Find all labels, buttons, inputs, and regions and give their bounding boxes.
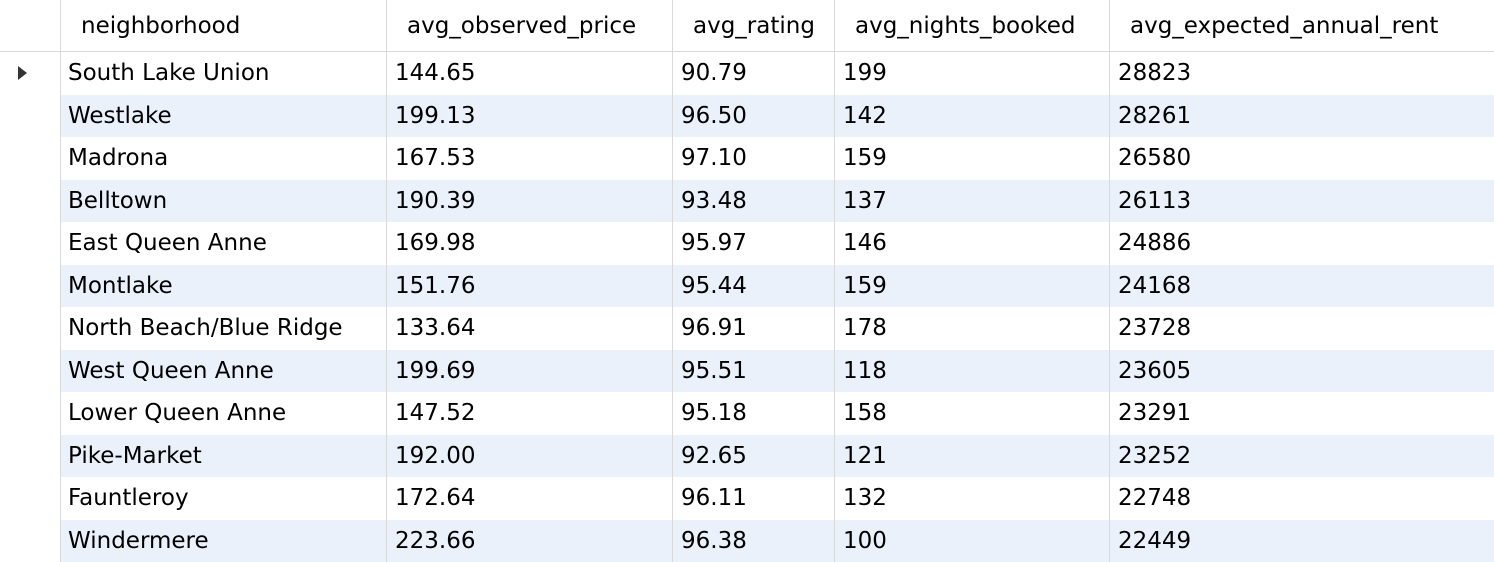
table-row[interactable]: Fauntleroy 172.64 96.11 132 22748 [0, 477, 1494, 520]
table-row[interactable]: Pike-Market 192.00 92.65 121 23252 [0, 435, 1494, 478]
row-selector[interactable] [0, 392, 61, 435]
cell-avg-observed-price[interactable]: 199.13 [387, 95, 673, 138]
cell-avg-observed-price[interactable]: 199.69 [387, 350, 673, 393]
cell-avg-expected-annual-rent[interactable]: 23252 [1110, 435, 1494, 478]
cell-avg-rating[interactable]: 95.44 [673, 265, 835, 308]
header-gutter [0, 0, 61, 51]
table-row[interactable]: Belltown 190.39 93.48 137 26113 [0, 180, 1494, 223]
cell-avg-rating[interactable]: 97.10 [673, 137, 835, 180]
cell-neighborhood[interactable]: East Queen Anne [61, 222, 387, 265]
row-selector[interactable] [0, 180, 61, 223]
grid-rows: South Lake Union 144.65 90.79 199 28823 … [0, 52, 1494, 562]
cell-neighborhood[interactable]: Belltown [61, 180, 387, 223]
cell-avg-rating[interactable]: 92.65 [673, 435, 835, 478]
cell-neighborhood[interactable]: Madrona [61, 137, 387, 180]
table-row[interactable]: Lower Queen Anne 147.52 95.18 158 23291 [0, 392, 1494, 435]
cell-avg-rating[interactable]: 95.97 [673, 222, 835, 265]
cell-avg-nights-booked[interactable]: 132 [835, 477, 1110, 520]
cell-avg-observed-price[interactable]: 169.98 [387, 222, 673, 265]
cell-avg-rating[interactable]: 95.51 [673, 350, 835, 393]
cell-avg-observed-price[interactable]: 172.64 [387, 477, 673, 520]
table-row[interactable]: North Beach/Blue Ridge 133.64 96.91 178 … [0, 307, 1494, 350]
cell-avg-observed-price[interactable]: 144.65 [387, 52, 673, 95]
cell-avg-expected-annual-rent[interactable]: 26113 [1110, 180, 1494, 223]
row-selector[interactable] [0, 477, 61, 520]
cell-neighborhood[interactable]: Lower Queen Anne [61, 392, 387, 435]
table-row[interactable]: South Lake Union 144.65 90.79 199 28823 [0, 52, 1494, 95]
table-row[interactable]: East Queen Anne 169.98 95.97 146 24886 [0, 222, 1494, 265]
table-row[interactable]: Madrona 167.53 97.10 159 26580 [0, 137, 1494, 180]
cell-avg-expected-annual-rent[interactable]: 28823 [1110, 52, 1494, 95]
grid-header: neighborhood avg_observed_price avg_rati… [0, 0, 1494, 52]
column-header-avg-rating[interactable]: avg_rating [673, 0, 835, 51]
cell-avg-nights-booked[interactable]: 118 [835, 350, 1110, 393]
cell-neighborhood[interactable]: Westlake [61, 95, 387, 138]
cell-avg-rating[interactable]: 95.18 [673, 392, 835, 435]
cell-avg-expected-annual-rent[interactable]: 23291 [1110, 392, 1494, 435]
cell-avg-nights-booked[interactable]: 178 [835, 307, 1110, 350]
table-row[interactable]: Westlake 199.13 96.50 142 28261 [0, 95, 1494, 138]
row-selector[interactable] [0, 95, 61, 138]
cell-neighborhood[interactable]: North Beach/Blue Ridge [61, 307, 387, 350]
row-pointer-icon [18, 66, 27, 80]
table-row[interactable]: West Queen Anne 199.69 95.51 118 23605 [0, 350, 1494, 393]
row-selector[interactable] [0, 307, 61, 350]
cell-avg-nights-booked[interactable]: 159 [835, 137, 1110, 180]
cell-avg-nights-booked[interactable]: 199 [835, 52, 1110, 95]
cell-avg-expected-annual-rent[interactable]: 24168 [1110, 265, 1494, 308]
column-header-neighborhood[interactable]: neighborhood [61, 0, 387, 51]
row-selector[interactable] [0, 52, 61, 95]
cell-avg-nights-booked[interactable]: 142 [835, 95, 1110, 138]
cell-neighborhood[interactable]: West Queen Anne [61, 350, 387, 393]
cell-avg-observed-price[interactable]: 133.64 [387, 307, 673, 350]
cell-avg-expected-annual-rent[interactable]: 22748 [1110, 477, 1494, 520]
cell-avg-expected-annual-rent[interactable]: 26580 [1110, 137, 1494, 180]
cell-avg-nights-booked[interactable]: 159 [835, 265, 1110, 308]
column-header-avg-nights-booked[interactable]: avg_nights_booked [835, 0, 1110, 51]
cell-neighborhood[interactable]: Fauntleroy [61, 477, 387, 520]
row-selector[interactable] [0, 435, 61, 478]
cell-avg-nights-booked[interactable]: 158 [835, 392, 1110, 435]
cell-neighborhood[interactable]: Montlake [61, 265, 387, 308]
row-selector[interactable] [0, 265, 61, 308]
cell-avg-rating[interactable]: 96.91 [673, 307, 835, 350]
row-selector[interactable] [0, 350, 61, 393]
row-selector[interactable] [0, 222, 61, 265]
cell-avg-rating[interactable]: 96.11 [673, 477, 835, 520]
cell-avg-expected-annual-rent[interactable]: 24886 [1110, 222, 1494, 265]
cell-avg-expected-annual-rent[interactable]: 23605 [1110, 350, 1494, 393]
cell-avg-observed-price[interactable]: 151.76 [387, 265, 673, 308]
column-header-avg-expected-annual-rent[interactable]: avg_expected_annual_rent [1110, 0, 1494, 51]
cell-neighborhood[interactable]: Pike-Market [61, 435, 387, 478]
cell-avg-nights-booked[interactable]: 137 [835, 180, 1110, 223]
column-header-avg-observed-price[interactable]: avg_observed_price [387, 0, 673, 51]
row-selector[interactable] [0, 137, 61, 180]
cell-avg-expected-annual-rent[interactable]: 23728 [1110, 307, 1494, 350]
cell-avg-rating[interactable]: 96.50 [673, 95, 835, 138]
table-row[interactable]: Montlake 151.76 95.44 159 24168 [0, 265, 1494, 308]
cell-neighborhood[interactable]: South Lake Union [61, 52, 387, 95]
cell-avg-nights-booked[interactable]: 121 [835, 435, 1110, 478]
cell-avg-observed-price[interactable]: 147.52 [387, 392, 673, 435]
cell-avg-observed-price[interactable]: 190.39 [387, 180, 673, 223]
cell-avg-rating[interactable]: 90.79 [673, 52, 835, 95]
cell-avg-observed-price[interactable]: 192.00 [387, 435, 673, 478]
cell-avg-expected-annual-rent[interactable]: 28261 [1110, 95, 1494, 138]
cell-avg-observed-price[interactable]: 167.53 [387, 137, 673, 180]
cell-avg-nights-booked[interactable]: 146 [835, 222, 1110, 265]
cell-avg-rating[interactable]: 93.48 [673, 180, 835, 223]
